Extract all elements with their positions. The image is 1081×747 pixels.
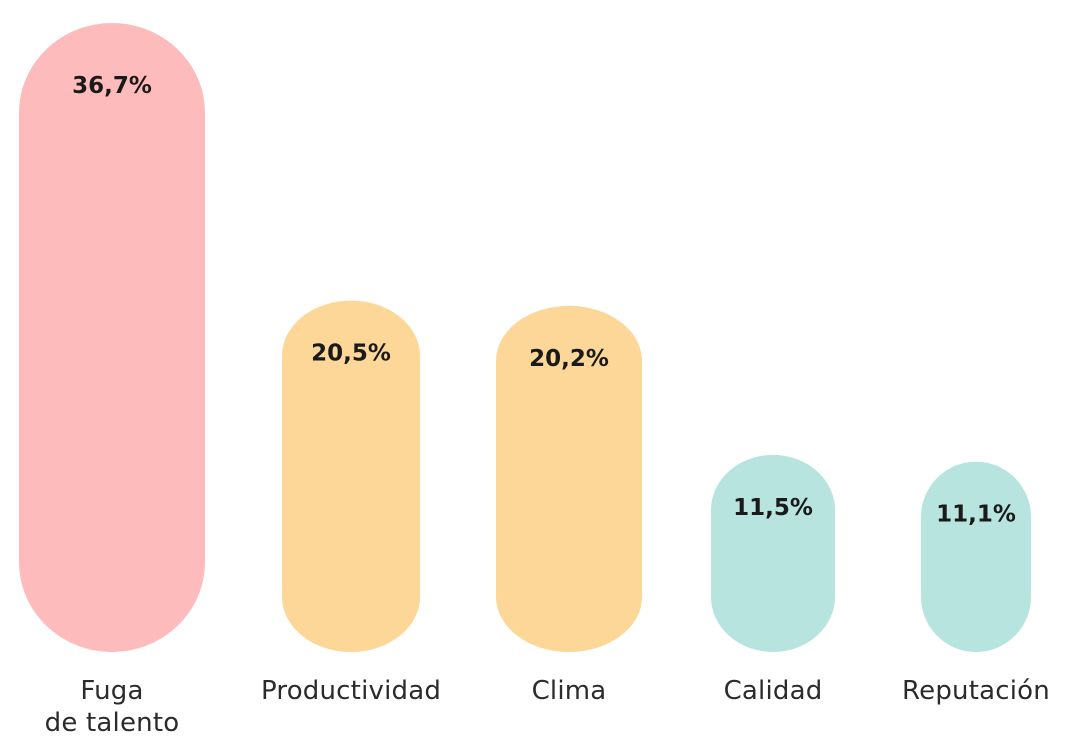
data-label-1: 36,7% [72, 73, 152, 99]
category-label-1: Fuga de talento [44, 676, 180, 738]
bar-1 [19, 22, 205, 653]
data-label-2: 20,5% [311, 341, 391, 367]
bar-4 [711, 454, 835, 652]
data-label-3: 20,2% [529, 346, 609, 372]
category-label-5: Reputación [902, 676, 1050, 706]
bar-5 [921, 461, 1031, 652]
data-label-4: 11,5% [733, 495, 813, 521]
category-label-2: Productividad [260, 676, 442, 706]
bar-2 [282, 300, 420, 652]
bar-3 [496, 305, 642, 652]
data-label-5: 11,1% [936, 502, 1016, 528]
category-label-3: Clima [531, 676, 607, 706]
category-label-4: Calidad [723, 676, 823, 706]
